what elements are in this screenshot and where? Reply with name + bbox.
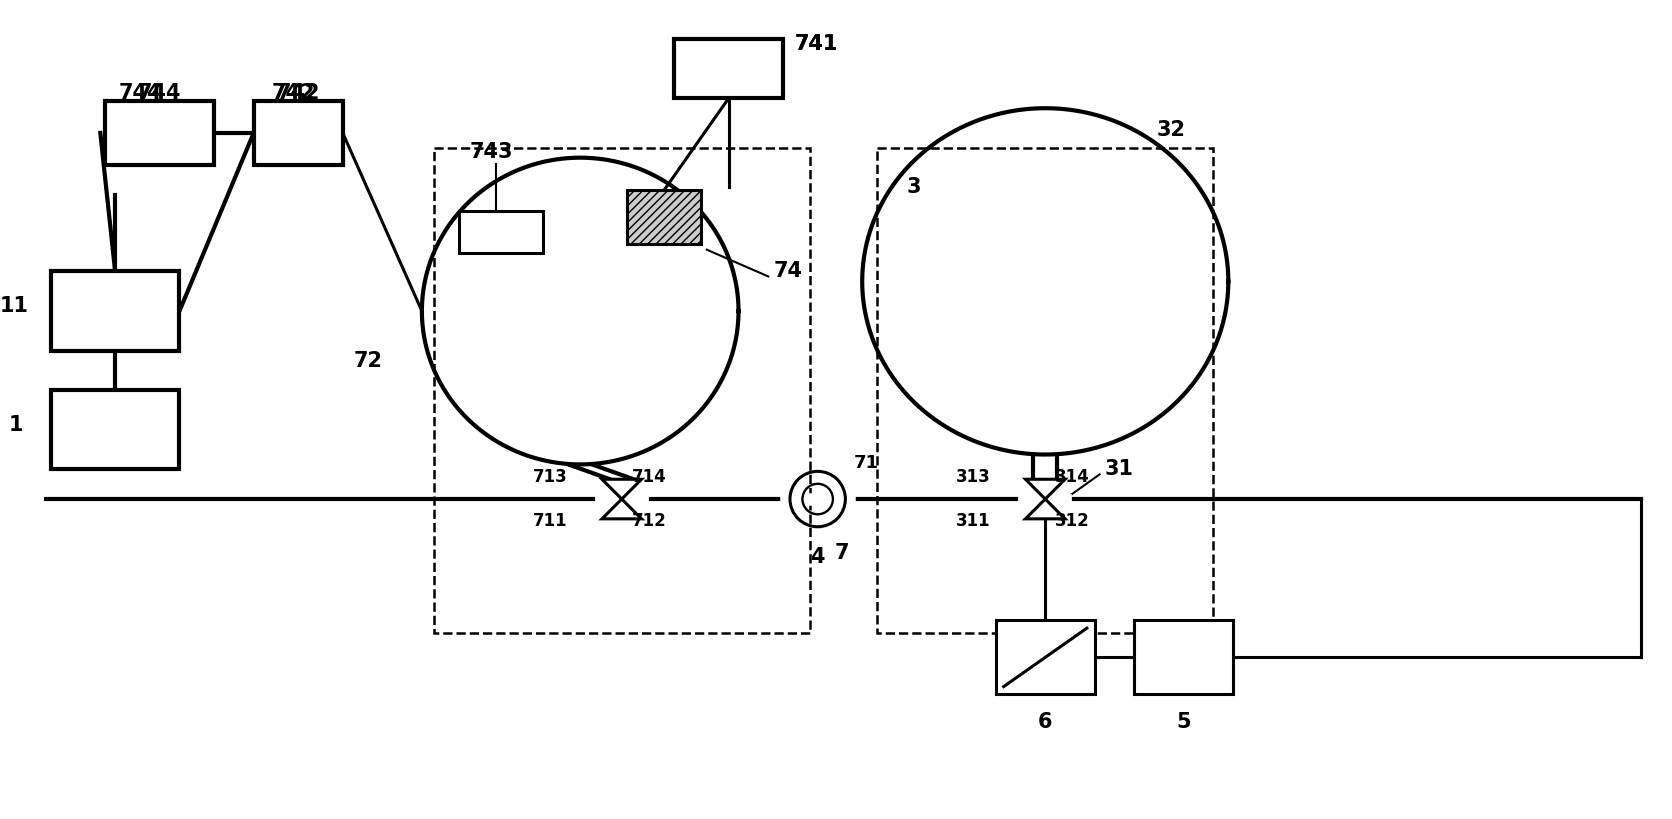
Text: 744: 744 bbox=[137, 83, 182, 103]
Bar bbox=[433, 147, 809, 632]
Text: 741: 741 bbox=[794, 34, 838, 54]
Text: 11: 11 bbox=[0, 296, 28, 316]
Text: 72: 72 bbox=[353, 351, 383, 371]
Text: 712: 712 bbox=[632, 512, 667, 530]
Text: 1: 1 bbox=[8, 415, 23, 435]
Bar bbox=[50, 271, 179, 351]
Text: 71: 71 bbox=[853, 454, 878, 472]
Bar bbox=[105, 101, 214, 165]
Bar bbox=[674, 39, 782, 98]
Bar bbox=[878, 147, 1214, 632]
Text: 314: 314 bbox=[1055, 468, 1090, 486]
Polygon shape bbox=[602, 479, 642, 499]
Text: 742: 742 bbox=[276, 83, 319, 103]
Text: 7: 7 bbox=[834, 544, 849, 563]
Text: 313: 313 bbox=[956, 468, 991, 486]
Text: 311: 311 bbox=[956, 512, 991, 530]
Polygon shape bbox=[602, 499, 642, 519]
Text: 74: 74 bbox=[772, 261, 803, 282]
Text: 742: 742 bbox=[271, 83, 314, 103]
Text: 744: 744 bbox=[119, 83, 162, 103]
Text: 743: 743 bbox=[470, 142, 513, 161]
Polygon shape bbox=[1025, 499, 1065, 519]
Text: 713: 713 bbox=[533, 468, 567, 486]
Text: 6: 6 bbox=[1038, 713, 1052, 732]
Text: 31: 31 bbox=[1105, 459, 1134, 479]
Text: 5: 5 bbox=[1177, 713, 1190, 732]
Bar bbox=[460, 211, 543, 253]
Text: 714: 714 bbox=[632, 468, 667, 486]
Bar bbox=[627, 190, 702, 244]
Text: 312: 312 bbox=[1055, 512, 1090, 530]
Text: 741: 741 bbox=[794, 34, 838, 54]
Bar bbox=[254, 101, 343, 165]
Polygon shape bbox=[1025, 479, 1065, 499]
Text: 3: 3 bbox=[906, 178, 921, 197]
Bar bbox=[997, 620, 1095, 695]
Bar bbox=[1134, 620, 1234, 695]
Text: 4: 4 bbox=[811, 546, 824, 567]
Text: 711: 711 bbox=[533, 512, 567, 530]
Text: 32: 32 bbox=[1157, 120, 1185, 140]
Bar bbox=[50, 390, 179, 469]
